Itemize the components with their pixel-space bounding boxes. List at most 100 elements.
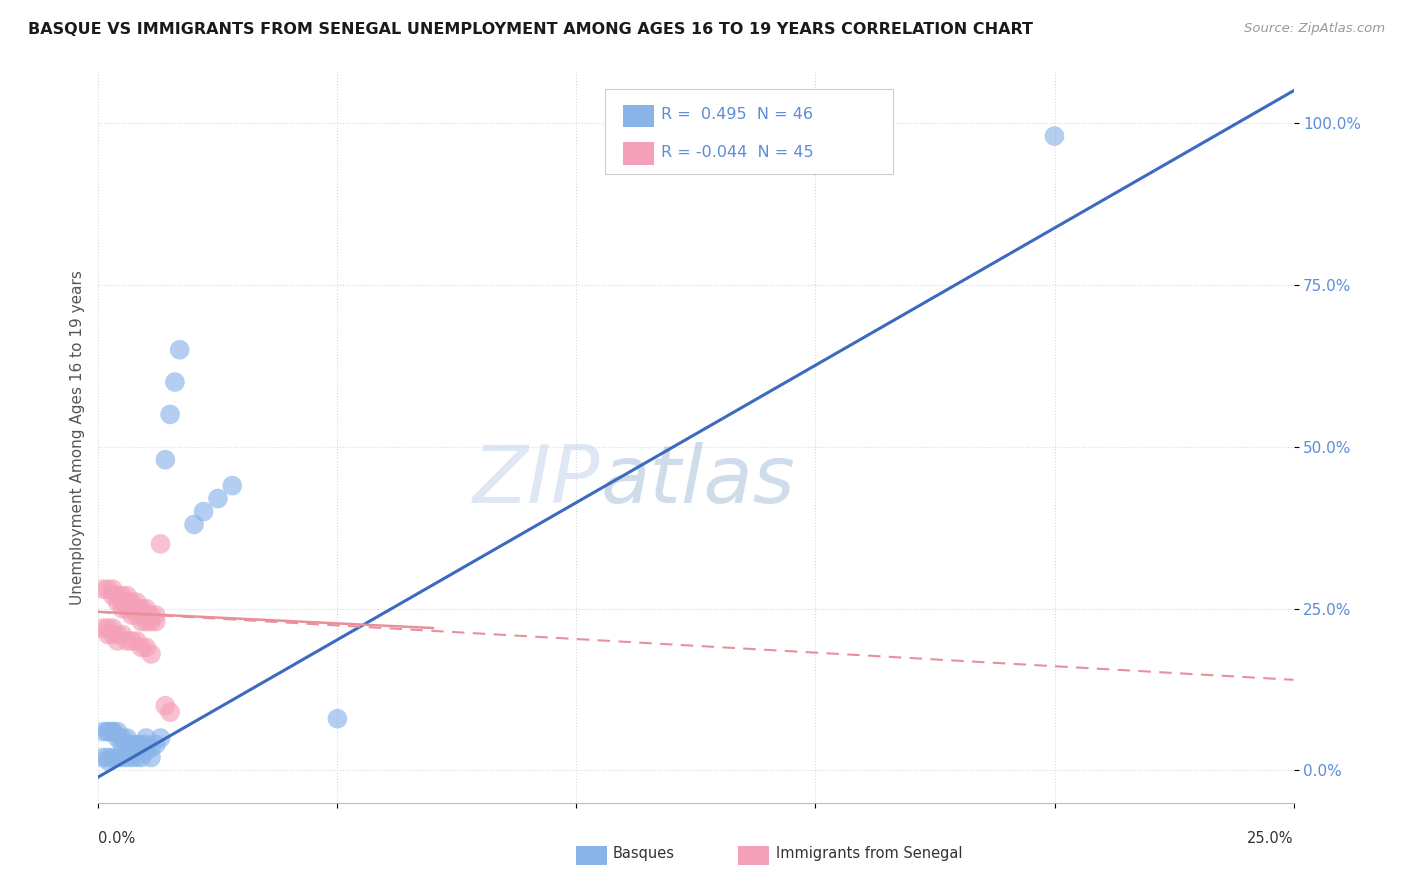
Point [163, 375, 186, 389]
Point [135, 738, 157, 752]
Point [207, 491, 229, 506]
Point [115, 595, 138, 609]
Point [709, 116, 731, 130]
Point [221, 478, 243, 492]
Point [101, 621, 124, 635]
Point [101, 724, 124, 739]
Point [121, 595, 143, 609]
Point [101, 750, 124, 764]
Point [159, 705, 181, 719]
Text: 25.0%: 25.0% [1247, 831, 1294, 846]
Point [135, 744, 157, 758]
Text: BASQUE VS IMMIGRANTS FROM SENEGAL UNEMPLOYMENT AMONG AGES 16 TO 19 YEARS CORRELA: BASQUE VS IMMIGRANTS FROM SENEGAL UNEMPL… [28, 22, 1033, 37]
Point [131, 601, 153, 615]
Point [91, 582, 114, 597]
Point [121, 750, 143, 764]
Point [115, 750, 138, 764]
Point [97, 724, 120, 739]
Point [111, 601, 134, 615]
Point [326, 712, 349, 726]
Point [125, 740, 148, 755]
Point [135, 615, 157, 629]
Point [139, 608, 162, 623]
Point [131, 615, 153, 629]
Point [139, 615, 162, 629]
Point [125, 595, 148, 609]
Point [115, 738, 138, 752]
Point [661, 116, 683, 130]
Point [115, 634, 138, 648]
Point [107, 595, 129, 609]
Point [121, 740, 143, 755]
Point [107, 731, 129, 745]
Point [101, 724, 124, 739]
Point [107, 589, 129, 603]
Point [107, 724, 129, 739]
Point [145, 608, 167, 623]
Point [125, 608, 148, 623]
Point [107, 750, 129, 764]
Point [149, 537, 172, 551]
Point [135, 601, 157, 615]
Point [131, 640, 153, 655]
Text: Source: ZipAtlas.com: Source: ZipAtlas.com [1244, 22, 1385, 36]
Point [97, 621, 120, 635]
Point [149, 731, 172, 745]
Point [159, 408, 181, 422]
Point [97, 582, 120, 597]
Point [145, 615, 167, 629]
Point [125, 634, 148, 648]
Point [111, 627, 134, 641]
Point [139, 750, 162, 764]
Point [101, 627, 124, 641]
Point [91, 724, 114, 739]
Point [121, 634, 143, 648]
Point [121, 738, 143, 752]
Text: atlas: atlas [600, 442, 796, 520]
Point [125, 601, 148, 615]
Point [139, 740, 162, 755]
Point [91, 750, 114, 764]
Point [115, 601, 138, 615]
Point [115, 589, 138, 603]
Point [155, 698, 177, 713]
Point [115, 731, 138, 745]
Point [145, 738, 167, 752]
Point [169, 343, 191, 357]
Point [155, 452, 177, 467]
Point [97, 724, 120, 739]
Point [1043, 129, 1066, 144]
Text: R =  0.495  N = 46: R = 0.495 N = 46 [661, 107, 813, 122]
Point [131, 750, 153, 764]
Text: Immigrants from Senegal: Immigrants from Senegal [776, 847, 963, 861]
Point [107, 627, 129, 641]
Point [111, 731, 134, 745]
Text: 0.0%: 0.0% [98, 831, 135, 846]
Y-axis label: Unemployment Among Ages 16 to 19 years: Unemployment Among Ages 16 to 19 years [69, 269, 84, 605]
Point [131, 738, 153, 752]
Point [135, 731, 157, 745]
Point [131, 740, 153, 755]
Point [91, 621, 114, 635]
Point [111, 589, 134, 603]
Point [131, 608, 153, 623]
Point [135, 640, 157, 655]
Text: R = -0.044  N = 45: R = -0.044 N = 45 [661, 145, 814, 160]
Point [121, 601, 143, 615]
Point [135, 608, 157, 623]
Point [183, 517, 205, 532]
Point [111, 738, 134, 752]
Point [101, 582, 124, 597]
Point [193, 504, 215, 518]
Point [97, 754, 120, 768]
Point [101, 589, 124, 603]
Text: Basques: Basques [613, 847, 675, 861]
Point [139, 647, 162, 661]
Text: ZIP: ZIP [472, 442, 600, 520]
Point [107, 634, 129, 648]
Point [111, 595, 134, 609]
Point [125, 750, 148, 764]
Point [97, 750, 120, 764]
Point [121, 608, 143, 623]
Point [111, 750, 134, 764]
